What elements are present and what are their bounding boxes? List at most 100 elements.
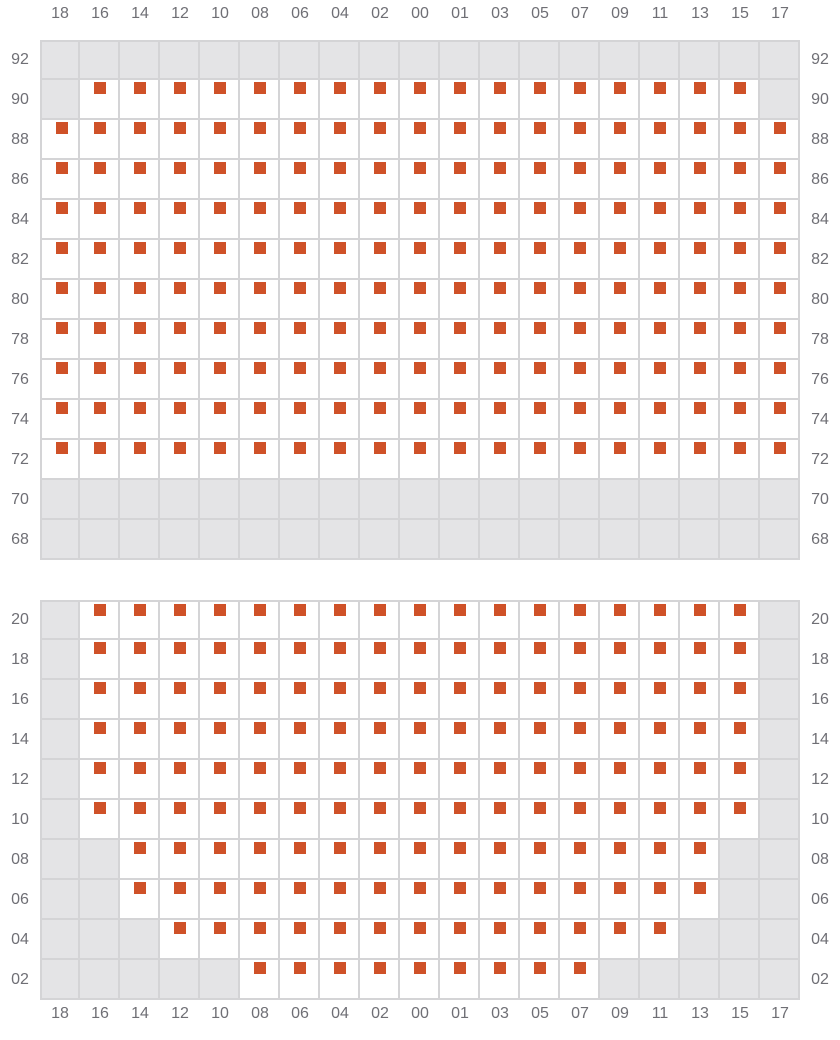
seat-available[interactable] — [400, 800, 440, 840]
seat-available[interactable] — [560, 400, 600, 440]
seat-available[interactable] — [440, 160, 480, 200]
seat-available[interactable] — [280, 600, 320, 640]
seat-available[interactable] — [360, 120, 400, 160]
seat-available[interactable] — [40, 400, 80, 440]
seat-available[interactable] — [80, 600, 120, 640]
seat-available[interactable] — [120, 360, 160, 400]
seat-available[interactable] — [400, 240, 440, 280]
seat-available[interactable] — [520, 840, 560, 880]
seat-available[interactable] — [680, 640, 720, 680]
seat-available[interactable] — [80, 440, 120, 480]
seat-available[interactable] — [600, 800, 640, 840]
seat-available[interactable] — [600, 120, 640, 160]
seat-available[interactable] — [280, 760, 320, 800]
seat-available[interactable] — [320, 720, 360, 760]
seat-available[interactable] — [360, 160, 400, 200]
seat-available[interactable] — [760, 120, 800, 160]
seat-available[interactable] — [280, 280, 320, 320]
seat-available[interactable] — [600, 200, 640, 240]
seat-available[interactable] — [680, 80, 720, 120]
seat-available[interactable] — [560, 720, 600, 760]
seat-available[interactable] — [560, 280, 600, 320]
seat-available[interactable] — [520, 920, 560, 960]
seat-available[interactable] — [320, 920, 360, 960]
seat-available[interactable] — [560, 440, 600, 480]
seat-available[interactable] — [440, 880, 480, 920]
seat-available[interactable] — [240, 840, 280, 880]
seat-available[interactable] — [520, 600, 560, 640]
seat-available[interactable] — [240, 120, 280, 160]
seat-available[interactable] — [480, 720, 520, 760]
seat-available[interactable] — [160, 840, 200, 880]
seat-available[interactable] — [160, 160, 200, 200]
seat-available[interactable] — [520, 960, 560, 1000]
seat-available[interactable] — [240, 640, 280, 680]
seat-available[interactable] — [200, 440, 240, 480]
seat-available[interactable] — [160, 280, 200, 320]
seat-available[interactable] — [440, 600, 480, 640]
seat-available[interactable] — [760, 280, 800, 320]
seat-available[interactable] — [440, 400, 480, 440]
seat-available[interactable] — [520, 120, 560, 160]
seat-available[interactable] — [520, 680, 560, 720]
seat-available[interactable] — [280, 160, 320, 200]
seat-available[interactable] — [480, 240, 520, 280]
seat-available[interactable] — [280, 240, 320, 280]
seat-available[interactable] — [280, 440, 320, 480]
seat-available[interactable] — [680, 120, 720, 160]
seat-available[interactable] — [760, 200, 800, 240]
seat-available[interactable] — [440, 680, 480, 720]
seat-available[interactable] — [120, 200, 160, 240]
seat-available[interactable] — [160, 200, 200, 240]
seat-available[interactable] — [200, 400, 240, 440]
seat-available[interactable] — [480, 880, 520, 920]
seat-available[interactable] — [680, 800, 720, 840]
seat-available[interactable] — [560, 800, 600, 840]
seat-available[interactable] — [640, 160, 680, 200]
seat-available[interactable] — [360, 240, 400, 280]
seat-available[interactable] — [760, 160, 800, 200]
seat-available[interactable] — [400, 760, 440, 800]
seat-available[interactable] — [640, 920, 680, 960]
seat-available[interactable] — [240, 160, 280, 200]
seat-available[interactable] — [680, 320, 720, 360]
seat-available[interactable] — [480, 280, 520, 320]
seat-available[interactable] — [720, 80, 760, 120]
seat-available[interactable] — [280, 680, 320, 720]
seat-available[interactable] — [400, 960, 440, 1000]
seat-available[interactable] — [280, 400, 320, 440]
seat-available[interactable] — [680, 400, 720, 440]
seat-available[interactable] — [320, 880, 360, 920]
seat-available[interactable] — [520, 720, 560, 760]
seat-available[interactable] — [160, 400, 200, 440]
seat-available[interactable] — [720, 400, 760, 440]
seat-available[interactable] — [80, 400, 120, 440]
seat-available[interactable] — [160, 440, 200, 480]
seat-available[interactable] — [80, 120, 120, 160]
seat-available[interactable] — [480, 360, 520, 400]
seat-available[interactable] — [640, 320, 680, 360]
seat-available[interactable] — [440, 320, 480, 360]
seat-available[interactable] — [240, 400, 280, 440]
seat-available[interactable] — [280, 840, 320, 880]
seat-available[interactable] — [520, 240, 560, 280]
seat-available[interactable] — [560, 960, 600, 1000]
seat-available[interactable] — [680, 760, 720, 800]
seat-available[interactable] — [120, 800, 160, 840]
seat-available[interactable] — [600, 240, 640, 280]
seat-available[interactable] — [560, 120, 600, 160]
seat-available[interactable] — [520, 280, 560, 320]
seat-available[interactable] — [320, 960, 360, 1000]
seat-available[interactable] — [200, 360, 240, 400]
seat-available[interactable] — [280, 640, 320, 680]
seat-available[interactable] — [680, 840, 720, 880]
seat-available[interactable] — [120, 80, 160, 120]
seat-available[interactable] — [440, 760, 480, 800]
seat-available[interactable] — [280, 200, 320, 240]
seat-available[interactable] — [560, 680, 600, 720]
seat-available[interactable] — [240, 600, 280, 640]
seat-available[interactable] — [160, 640, 200, 680]
seat-available[interactable] — [520, 80, 560, 120]
seat-available[interactable] — [600, 160, 640, 200]
seat-available[interactable] — [360, 840, 400, 880]
